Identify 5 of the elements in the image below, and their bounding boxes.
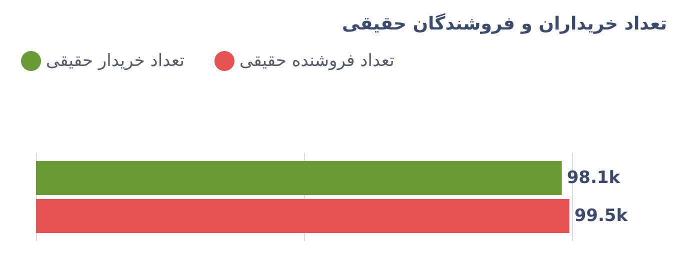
legend-label: تعداد خریدار حقیقی	[46, 51, 185, 71]
data-label: 98.1k	[566, 168, 621, 188]
data-label: 99.5k	[574, 206, 628, 226]
legend-label: تعداد فروشنده حقیقی	[239, 51, 395, 71]
chart-title: تعداد خریداران و فروشندگان حقیقی	[342, 12, 668, 34]
